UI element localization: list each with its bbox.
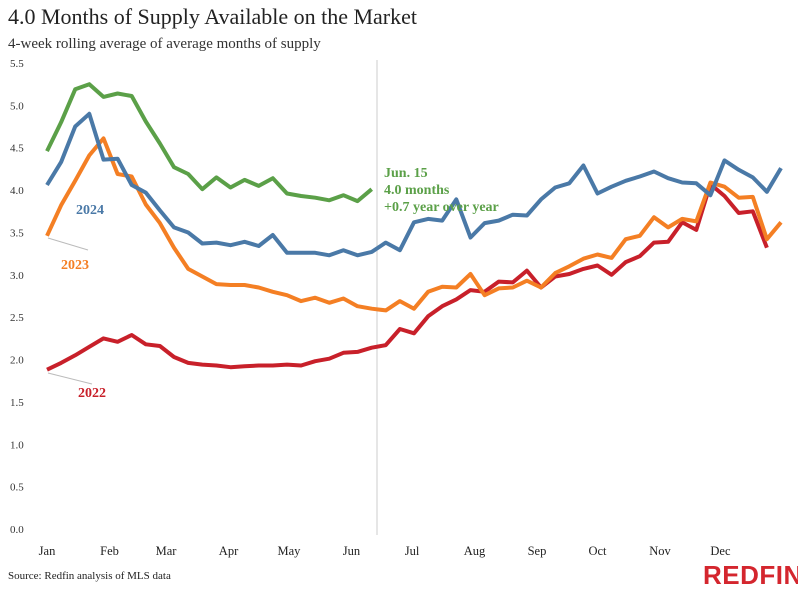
chart-title: 4.0 Months of Supply Available on the Ma… <box>8 4 417 29</box>
annotation-yoy: +0.7 year over year <box>384 200 499 215</box>
x-tick-label: Dec <box>710 544 731 558</box>
annotation-value: 4.0 months <box>384 183 450 198</box>
series-line-2022 <box>46 182 769 372</box>
x-tick-label: Jul <box>405 544 420 558</box>
series-line-2024 <box>45 111 783 258</box>
x-tick-label: Jun <box>343 544 361 558</box>
series-line-2025 <box>45 82 373 204</box>
y-tick-label: 4.0 <box>10 185 24 197</box>
label-2022-leader <box>47 372 93 385</box>
y-tick-label: 0.0 <box>10 524 24 536</box>
x-tick-label: Oct <box>588 544 607 558</box>
series-label-2024: 2024 <box>76 203 104 218</box>
x-tick-label: Mar <box>156 544 178 558</box>
redfin-logo: REDFIN <box>703 560 798 590</box>
x-tick-label: Nov <box>649 544 671 558</box>
y-tick-label: 3.0 <box>10 270 24 282</box>
x-axis: Jan Feb Mar Apr May Jun Jul Aug Sep Oct Nov Dec <box>39 544 731 558</box>
chart-subtitle: 4-week rolling average of average months… <box>8 36 321 52</box>
source-note: Source: Redfin analysis of MLS data <box>8 570 171 582</box>
y-axis: 0.0 0.5 1.0 1.5 2.0 2.5 3.0 3.5 4.0 4.5 5.0 5.5 <box>10 58 24 536</box>
x-tick-label: Jan <box>39 544 56 558</box>
y-tick-label: 4.5 <box>10 143 24 155</box>
y-tick-label: 5.5 <box>10 58 24 70</box>
series-lines <box>45 82 783 372</box>
series-line-2023 <box>45 136 783 313</box>
y-tick-label: 1.5 <box>10 397 24 409</box>
x-tick-label: Apr <box>219 544 239 558</box>
series-label-2023: 2023 <box>61 258 89 273</box>
label-2023-leader <box>47 237 89 251</box>
y-tick-label: 2.0 <box>10 355 24 367</box>
x-tick-label: Feb <box>100 544 119 558</box>
x-tick-label: Aug <box>464 544 486 558</box>
y-tick-label: 0.5 <box>10 482 24 494</box>
x-tick-label: May <box>277 544 301 558</box>
y-tick-label: 3.5 <box>10 227 24 239</box>
y-tick-label: 2.5 <box>10 312 24 324</box>
x-tick-label: Sep <box>528 544 547 558</box>
series-label-2022: 2022 <box>78 386 106 401</box>
y-tick-label: 1.0 <box>10 439 24 451</box>
y-tick-label: 5.0 <box>10 100 24 112</box>
annotation-date: Jun. 15 <box>384 166 428 181</box>
